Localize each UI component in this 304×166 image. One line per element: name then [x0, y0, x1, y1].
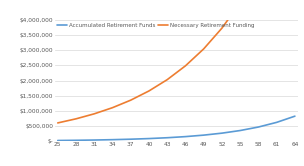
Necessary Retirement Funding	[165, 79, 169, 81]
Accumulated Retirement Funds	[220, 132, 224, 134]
Necessary Retirement Funding	[92, 113, 96, 115]
Accumulated Retirement Funds	[74, 139, 78, 141]
Necessary Retirement Funding	[129, 99, 133, 101]
Accumulated Retirement Funds	[56, 139, 60, 141]
Necessary Retirement Funding	[147, 90, 151, 92]
Accumulated Retirement Funds	[238, 129, 242, 131]
Accumulated Retirement Funds	[147, 138, 151, 140]
Legend: Accumulated Retirement Funds, Necessary Retirement Funding: Accumulated Retirement Funds, Necessary …	[57, 23, 254, 28]
Accumulated Retirement Funds	[129, 138, 133, 140]
Necessary Retirement Funding	[56, 122, 60, 124]
Accumulated Retirement Funds	[202, 134, 206, 136]
Accumulated Retirement Funds	[92, 139, 96, 141]
Accumulated Retirement Funds	[165, 137, 169, 139]
Accumulated Retirement Funds	[293, 115, 297, 117]
Line: Accumulated Retirement Funds: Accumulated Retirement Funds	[58, 116, 295, 140]
Necessary Retirement Funding	[202, 48, 206, 50]
Necessary Retirement Funding	[111, 107, 114, 109]
Necessary Retirement Funding	[220, 27, 224, 29]
Accumulated Retirement Funds	[257, 126, 260, 128]
Necessary Retirement Funding	[184, 65, 187, 67]
Accumulated Retirement Funds	[275, 121, 278, 123]
Accumulated Retirement Funds	[184, 136, 187, 138]
Necessary Retirement Funding	[238, 2, 242, 4]
Line: Necessary Retirement Funding: Necessary Retirement Funding	[58, 0, 295, 123]
Accumulated Retirement Funds	[111, 139, 114, 141]
Necessary Retirement Funding	[74, 118, 78, 120]
